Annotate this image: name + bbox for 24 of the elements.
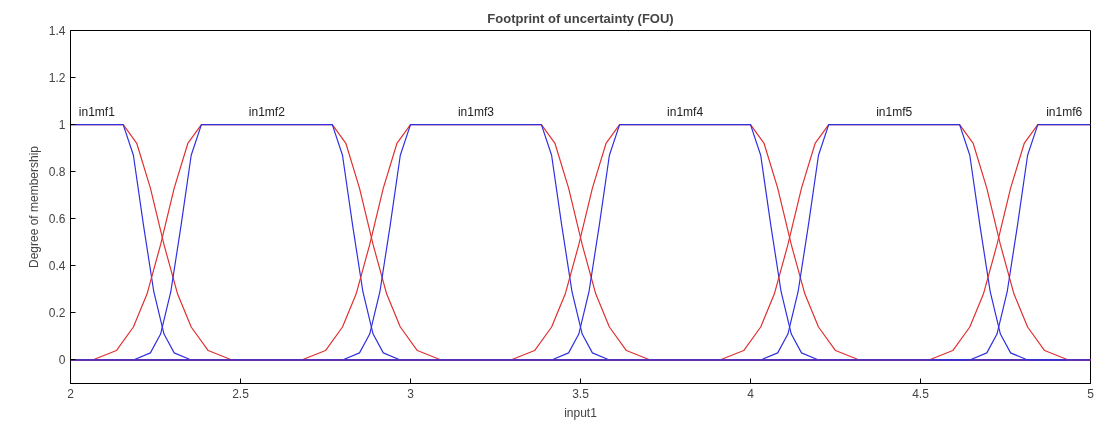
series-label: in1mf6: [1046, 104, 1083, 119]
y-tick-label: 1: [58, 118, 66, 133]
x-tick-label: 3: [407, 386, 415, 401]
x-tick-label: 5: [1087, 386, 1095, 401]
y-axis-title: Degree of membership: [26, 145, 41, 269]
x-tick-label: 4.5: [912, 386, 930, 401]
x-tick-label: 4: [747, 386, 755, 401]
y-tick-label: 0.2: [48, 306, 66, 321]
y-tick-label: 0: [58, 353, 66, 368]
series-label: in1mf4: [667, 104, 704, 119]
y-tick-label: 0.6: [48, 212, 66, 227]
series-label: in1mf3: [457, 104, 495, 119]
x-axis-title: input1: [564, 405, 598, 420]
series-label: in1mf2: [248, 104, 286, 119]
series-label: in1mf1: [78, 104, 116, 119]
y-tick-label: 1.4: [48, 24, 66, 38]
chart-title: Footprint of uncertainty (FOU): [487, 10, 674, 26]
series-label: in1mf5: [876, 104, 913, 119]
x-tick-label: 2: [67, 386, 75, 401]
y-tick-label: 0.4: [48, 259, 66, 274]
y-tick-label: 0.8: [48, 165, 66, 180]
x-tick-label: 3.5: [572, 386, 590, 401]
x-tick-label: 2.5: [232, 386, 250, 401]
y-tick-label: 1.2: [48, 71, 66, 86]
